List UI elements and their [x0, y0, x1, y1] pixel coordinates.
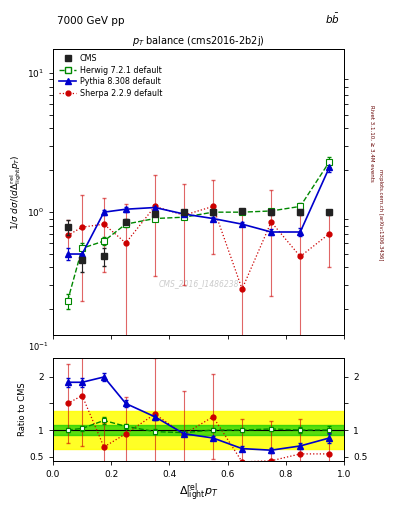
Legend: CMS, Herwig 7.2.1 default, Pythia 8.308 default, Sherpa 2.2.9 default: CMS, Herwig 7.2.1 default, Pythia 8.308 … [57, 53, 163, 99]
Text: $10^{-1}$: $10^{-1}$ [28, 340, 49, 353]
Text: Rivet 3.1.10, ≥ 3.4M events: Rivet 3.1.10, ≥ 3.4M events [370, 105, 375, 182]
Title: $p_T\;$balance$\;$(cms2016-2b2j): $p_T\;$balance$\;$(cms2016-2b2j) [132, 34, 265, 49]
Y-axis label: Ratio to CMS: Ratio to CMS [18, 383, 27, 436]
Y-axis label: $1/\sigma\;d\sigma/(d\Delta^{\rm rel}_{\rm light}p_T)$: $1/\sigma\;d\sigma/(d\Delta^{\rm rel}_{\… [9, 154, 24, 230]
X-axis label: $\Delta^{\rm rel}_{\rm light}p_T$: $\Delta^{\rm rel}_{\rm light}p_T$ [179, 482, 218, 504]
Text: $b\bar{b}$: $b\bar{b}$ [325, 11, 340, 26]
Bar [53, 412, 344, 449]
Text: CMS_2016_I1486238: CMS_2016_I1486238 [158, 279, 239, 288]
Bar [53, 425, 344, 435]
Text: 7000 GeV pp: 7000 GeV pp [57, 15, 125, 26]
Text: mcplots.cern.ch [arXiv:1306.3436]: mcplots.cern.ch [arXiv:1306.3436] [378, 169, 382, 261]
